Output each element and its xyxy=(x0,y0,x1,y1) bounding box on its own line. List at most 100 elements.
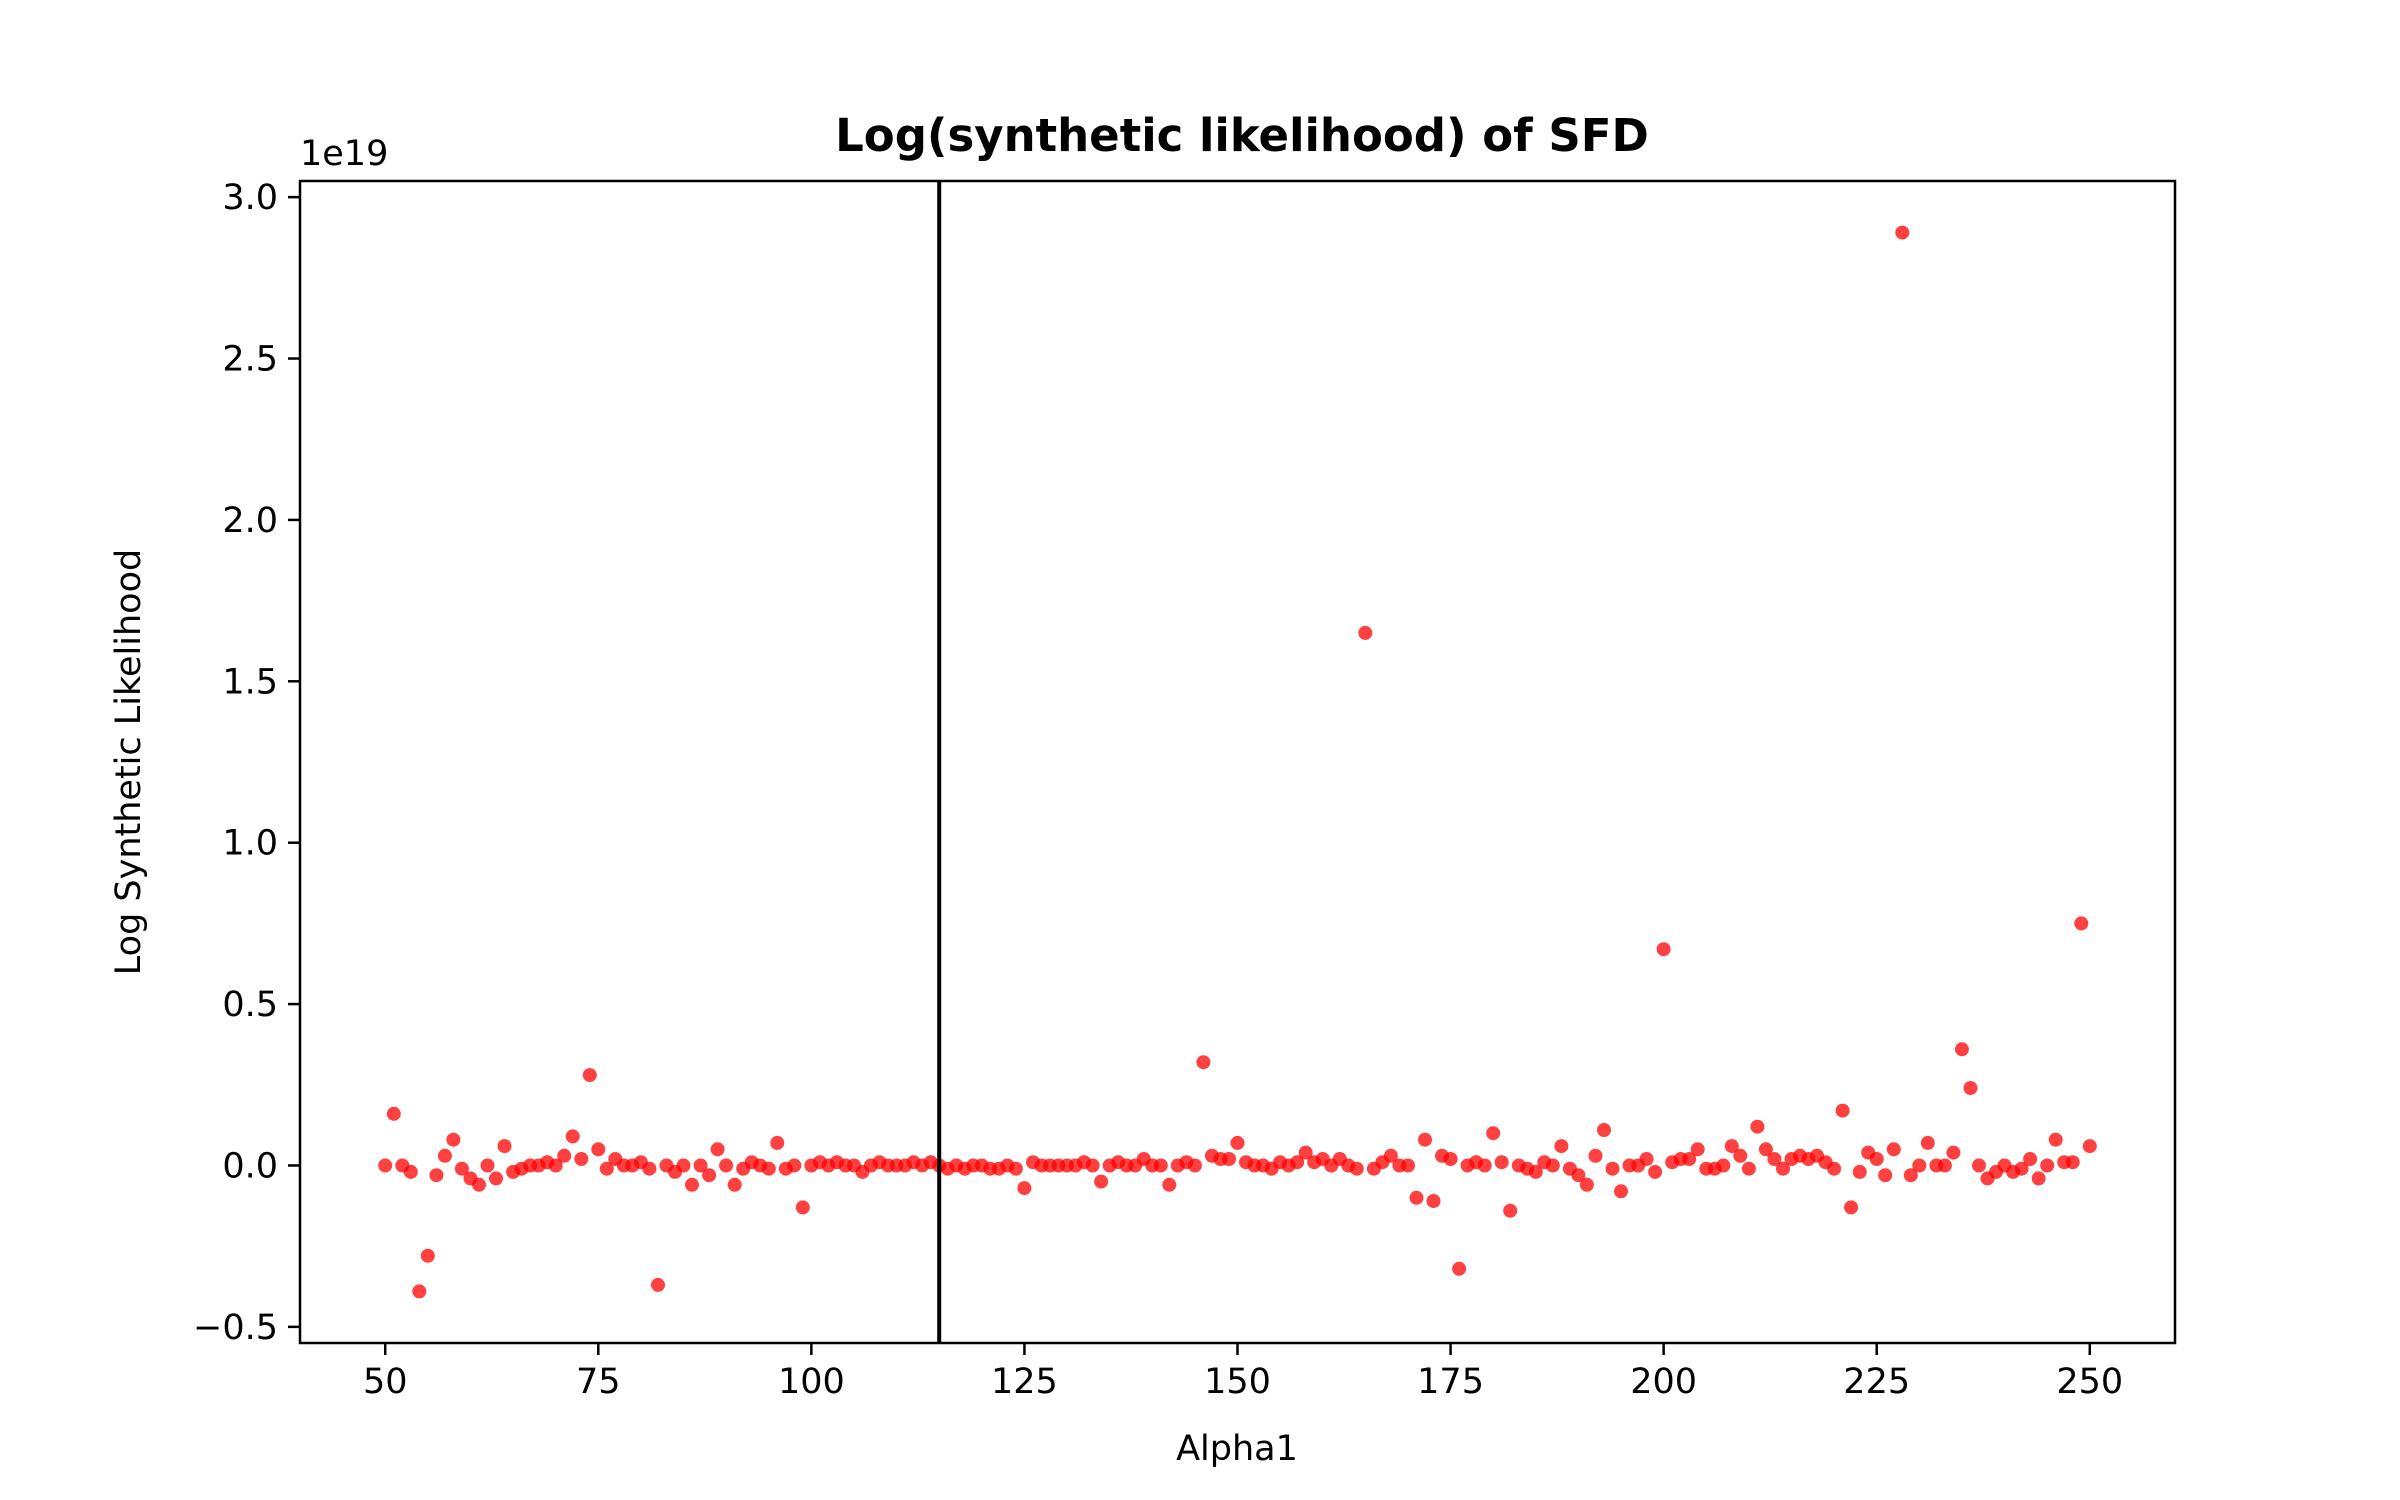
data-point xyxy=(1085,1158,1100,1173)
x-tick-label: 175 xyxy=(1417,1362,1484,1402)
x-tick-label: 200 xyxy=(1630,1362,1697,1402)
data-point xyxy=(1486,1126,1501,1141)
data-point xyxy=(1187,1158,1202,1173)
data-point xyxy=(1230,1135,1245,1150)
data-point xyxy=(1349,1161,1364,1176)
x-tick-label: 225 xyxy=(1843,1362,1910,1402)
data-point xyxy=(1409,1190,1424,1205)
y-tick-label: 1.0 xyxy=(222,824,278,864)
data-point xyxy=(1946,1145,1961,1160)
data-point xyxy=(1426,1194,1441,1208)
data-point xyxy=(1835,1103,1850,1118)
data-point xyxy=(1852,1164,1867,1179)
data-point xyxy=(565,1129,580,1144)
data-point xyxy=(446,1132,461,1147)
data-point xyxy=(710,1142,725,1157)
y-axis-label: Log Synthetic Likelihood xyxy=(109,549,149,975)
data-point xyxy=(1418,1132,1432,1147)
data-point xyxy=(1682,1152,1697,1166)
data-point xyxy=(1954,1042,1969,1057)
data-point xyxy=(582,1068,597,1083)
data-point xyxy=(1094,1174,1109,1189)
x-axis-label: Alpha1 xyxy=(1176,1429,1298,1469)
data-point xyxy=(548,1158,563,1173)
data-point xyxy=(1153,1158,1168,1173)
data-point xyxy=(1196,1055,1211,1070)
data-point xyxy=(651,1277,665,1292)
data-point xyxy=(1162,1177,1177,1192)
data-point xyxy=(557,1148,572,1163)
data-point xyxy=(1937,1158,1952,1173)
data-point xyxy=(386,1106,401,1121)
data-point xyxy=(2082,1139,2097,1154)
data-point xyxy=(412,1284,427,1299)
data-point xyxy=(1972,1158,1986,1173)
data-point xyxy=(719,1158,734,1173)
data-point xyxy=(1963,1081,1978,1095)
data-point xyxy=(1758,1142,1773,1157)
data-point xyxy=(489,1171,503,1186)
data-point xyxy=(1827,1161,1842,1176)
data-point xyxy=(693,1158,708,1173)
data-point xyxy=(1503,1203,1518,1218)
y-tick-label: 3.0 xyxy=(222,178,278,218)
data-point xyxy=(642,1161,657,1176)
data-point xyxy=(1776,1161,1790,1176)
data-point xyxy=(2040,1158,2055,1173)
data-point xyxy=(378,1158,393,1173)
y-tick-label: 2.0 xyxy=(222,501,278,541)
data-point xyxy=(702,1168,717,1183)
data-point xyxy=(1724,1139,1739,1154)
data-point xyxy=(1358,625,1373,640)
data-point xyxy=(1579,1177,1594,1192)
data-point xyxy=(1869,1152,1884,1166)
data-point xyxy=(770,1135,785,1150)
data-point xyxy=(1017,1181,1032,1196)
data-point xyxy=(420,1248,435,1263)
data-point xyxy=(403,1164,418,1179)
data-point xyxy=(1545,1158,1560,1173)
data-point xyxy=(1903,1168,1918,1183)
data-point xyxy=(1750,1119,1765,1134)
data-point xyxy=(1648,1164,1663,1179)
data-point xyxy=(1401,1158,1415,1173)
chart-title: Log(synthetic likelihood) of SFD xyxy=(835,109,1649,162)
data-point xyxy=(1767,1152,1782,1166)
data-point xyxy=(472,1177,486,1192)
x-tick-label: 125 xyxy=(991,1362,1058,1402)
data-point xyxy=(2031,1171,2046,1186)
data-point xyxy=(1528,1164,1543,1179)
data-point xyxy=(1895,225,1910,240)
data-point xyxy=(1571,1168,1586,1183)
data-point xyxy=(1605,1161,1620,1176)
data-point xyxy=(591,1142,606,1157)
data-point xyxy=(795,1200,810,1215)
x-tick-label: 75 xyxy=(576,1362,621,1402)
y-tick-label: 2.5 xyxy=(222,340,278,380)
data-point xyxy=(1614,1184,1628,1199)
data-point xyxy=(1639,1152,1654,1166)
data-points xyxy=(378,225,2097,1299)
data-point xyxy=(1222,1152,1236,1166)
x-tick-label: 250 xyxy=(2056,1362,2123,1402)
data-point xyxy=(1298,1145,1313,1160)
data-point xyxy=(1844,1200,1859,1215)
data-point xyxy=(454,1161,469,1176)
data-point xyxy=(1886,1142,1901,1157)
y-axis-ticks: −0.5 0.0 0.5 1.0 1.5 2.0 2.5 3.0 xyxy=(193,178,300,1348)
data-point xyxy=(1741,1161,1756,1176)
data-point xyxy=(1716,1158,1731,1173)
y-tick-label: 1.5 xyxy=(222,662,278,702)
data-point xyxy=(787,1158,802,1173)
data-point xyxy=(1597,1123,1611,1137)
x-tick-label: 100 xyxy=(778,1362,845,1402)
data-point xyxy=(1690,1142,1705,1157)
data-point xyxy=(1443,1152,1458,1166)
data-point xyxy=(2023,1152,2038,1166)
data-point xyxy=(1656,942,1671,957)
x-axis-ticks: 50 75 100 125 150 175 200 225 250 xyxy=(363,1343,2123,1402)
data-point xyxy=(761,1161,776,1176)
data-point xyxy=(497,1139,512,1154)
